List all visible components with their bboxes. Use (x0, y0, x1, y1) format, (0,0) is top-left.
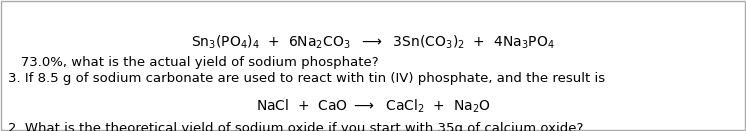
Text: Sn$_3$(PO$_4$)$_4$  +  6Na$_2$CO$_3$  $\longrightarrow$  3Sn(CO$_3$)$_2$  +  4Na: Sn$_3$(PO$_4$)$_4$ + 6Na$_2$CO$_3$ $\lon… (191, 34, 555, 51)
Text: 73.0%, what is the actual yield of sodium phosphate?: 73.0%, what is the actual yield of sodiu… (8, 56, 379, 69)
Text: 3. If 8.5 g of sodium carbonate are used to react with tin (IV) phosphate, and t: 3. If 8.5 g of sodium carbonate are used… (8, 72, 605, 85)
Text: NaCl  +  CaO $\longrightarrow$  CaCl$_2$  +  Na$_2$O: NaCl + CaO $\longrightarrow$ CaCl$_2$ + … (256, 98, 490, 115)
Text: 2. What is the theoretical yield of sodium oxide if you start with 35g of calciu: 2. What is the theoretical yield of sodi… (8, 122, 583, 131)
